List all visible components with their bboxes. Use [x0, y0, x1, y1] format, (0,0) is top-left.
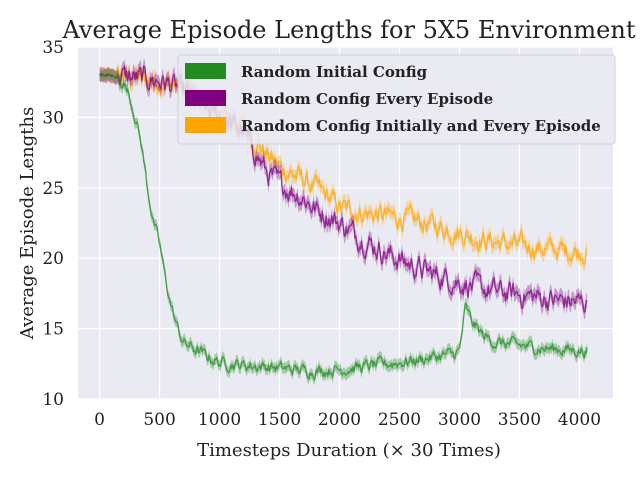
x-tick-label: 3000 — [438, 410, 481, 430]
legend-label: Random Config Initially and Every Episod… — [241, 117, 601, 135]
series-line-0 — [99, 73, 588, 381]
x-tick-label: 1500 — [258, 410, 301, 430]
x-tick-label: 0 — [94, 410, 105, 430]
x-tick-label: 3500 — [498, 410, 541, 430]
legend-swatch — [185, 63, 226, 79]
y-tick-label: 15 — [42, 320, 64, 340]
x-axis-label: Timesteps Duration (× 30 Times) — [197, 440, 501, 461]
chart-title: Average Episode Lengths for 5X5 Environm… — [62, 16, 636, 44]
x-tick-label: 4000 — [558, 410, 601, 430]
legend-label: Random Config Every Episode — [241, 90, 493, 108]
y-axis-label: Average Episode Lengths — [17, 107, 38, 341]
legend-frame — [177, 54, 616, 145]
x-tick-label: 2500 — [378, 410, 421, 430]
y-tick-label: 35 — [42, 38, 64, 58]
x-tick-label: 500 — [143, 410, 175, 430]
x-tick-label: 2000 — [318, 410, 361, 430]
series-0 — [99, 68, 588, 386]
ticks: 0 500 1000 1500 2000 2500 3000 3500 4000 10 15 20 25… — [42, 38, 601, 430]
y-tick-label: 30 — [42, 108, 64, 128]
legend-swatch — [185, 117, 226, 133]
legend: Random Initial Config Random Config Every… — [177, 54, 616, 145]
y-tick-label: 25 — [42, 179, 64, 199]
y-tick-label: 20 — [42, 249, 64, 269]
legend-label: Random Initial Config — [241, 63, 428, 81]
legend-swatch — [185, 90, 226, 106]
y-tick-label: 10 — [42, 390, 64, 410]
x-tick-label: 1000 — [198, 410, 241, 430]
